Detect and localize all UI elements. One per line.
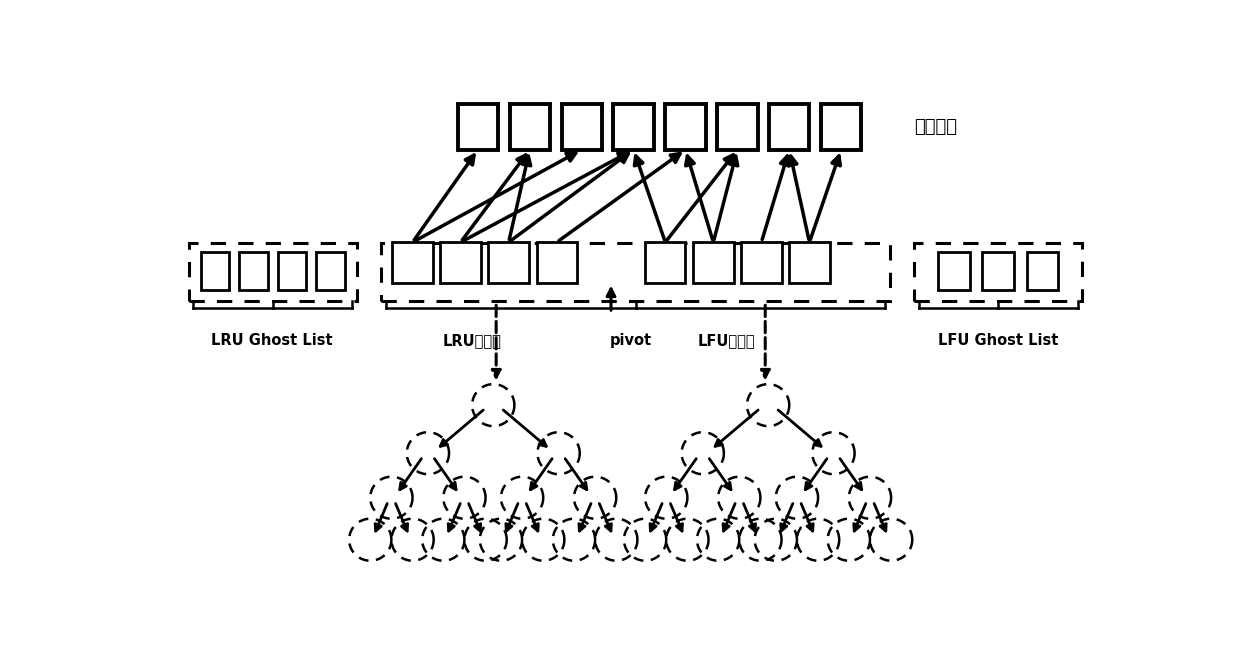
Bar [489, 242, 528, 283]
Bar [392, 242, 433, 283]
Bar [717, 104, 758, 150]
Bar [789, 242, 830, 283]
Bar [381, 243, 890, 302]
Bar [510, 104, 551, 150]
Bar [201, 252, 229, 290]
Text: LFU索引堆: LFU索引堆 [698, 333, 755, 348]
Bar [440, 242, 481, 283]
Bar [645, 242, 686, 283]
Text: 缓存数据: 缓存数据 [914, 118, 957, 136]
Bar [278, 252, 306, 290]
Text: pivot: pivot [610, 333, 652, 348]
Bar [939, 252, 970, 290]
Bar [821, 104, 862, 150]
Bar [742, 242, 781, 283]
Text: LRU Ghost List: LRU Ghost List [212, 333, 334, 348]
Bar [666, 104, 706, 150]
Bar [693, 242, 734, 283]
Bar [239, 252, 268, 290]
Bar [188, 243, 357, 302]
Bar [316, 252, 345, 290]
Bar [914, 243, 1083, 302]
Bar [458, 104, 498, 150]
Bar [562, 104, 601, 150]
Bar [614, 104, 653, 150]
Bar [982, 252, 1014, 290]
Text: LRU索引堆: LRU索引堆 [443, 333, 501, 348]
Bar [537, 242, 577, 283]
Text: LFU Ghost List: LFU Ghost List [937, 333, 1058, 348]
Bar [1027, 252, 1058, 290]
Bar [769, 104, 810, 150]
